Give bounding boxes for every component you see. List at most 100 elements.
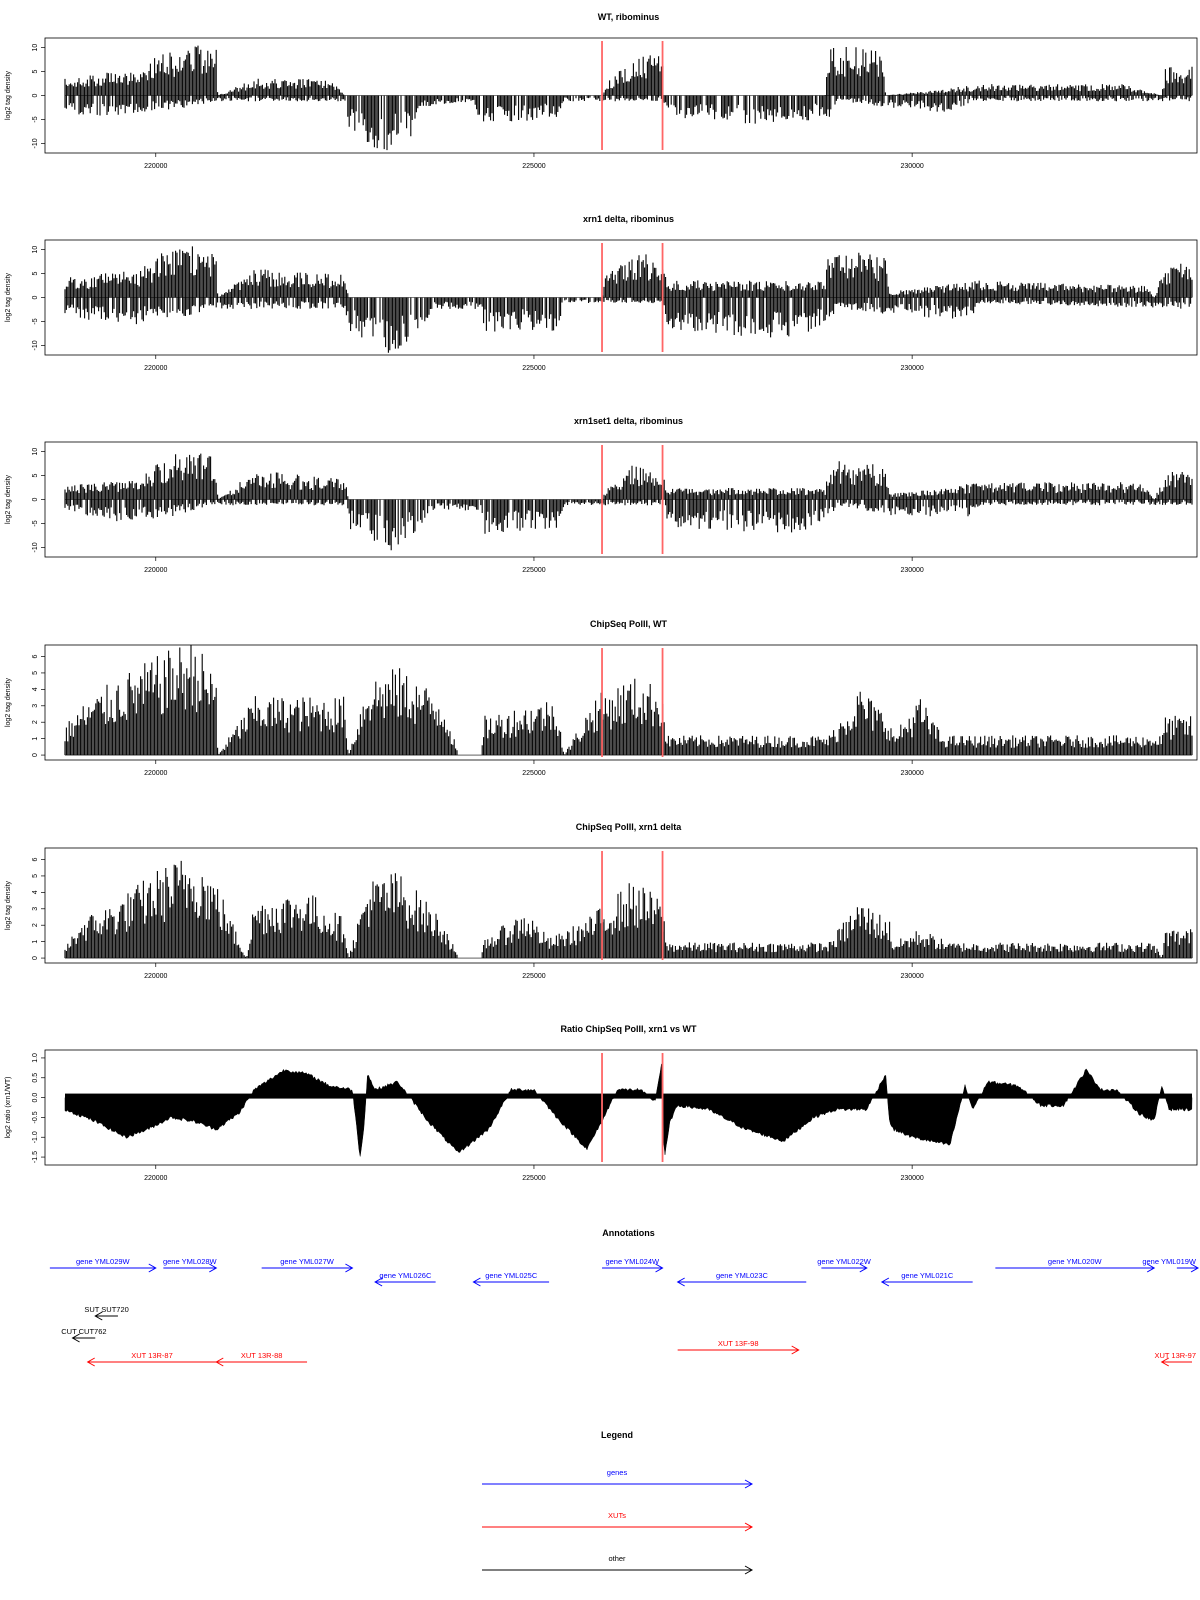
legend-arrow bbox=[482, 1565, 754, 1575]
annotation-arrow bbox=[602, 1263, 664, 1273]
arrow-left-icon bbox=[94, 1311, 103, 1321]
plot-frame bbox=[44, 644, 1198, 761]
annotation-other: CUT CUT762 bbox=[61, 1327, 107, 1343]
annotation-label: gene YML028W bbox=[163, 1257, 218, 1266]
y-tick-label: 0.0 bbox=[32, 1093, 39, 1103]
y-tick-label: 0 bbox=[32, 753, 39, 757]
y-axis-label: log2 tag density bbox=[5, 272, 12, 322]
legend-label: XUTs bbox=[608, 1511, 626, 1520]
arrow-left-icon bbox=[215, 1357, 224, 1367]
chart-title: xrn1 delta, ribominus bbox=[583, 214, 674, 224]
arrow-right-icon bbox=[1190, 1263, 1200, 1273]
annotations-title: Annotations bbox=[602, 1228, 655, 1238]
annotation-arrow bbox=[1176, 1263, 1200, 1273]
chart-panel-4: ChipSeq PolII, WT log2 tag density 0 1 2 3 4 5 6… bbox=[5, 619, 1198, 777]
chart-panel-2: xrn1 delta, ribominus log2 tag density -10… bbox=[5, 214, 1198, 372]
arrow-right-icon bbox=[209, 1263, 218, 1273]
legend-panel: Legend genes XUTs other bbox=[482, 1430, 754, 1575]
arrow-right-icon bbox=[345, 1263, 354, 1273]
arrow-left-icon bbox=[71, 1333, 80, 1343]
y-tick-label: -10 bbox=[32, 138, 39, 148]
y-tick-label: 5 bbox=[32, 473, 39, 477]
annotation-label: gene YML021C bbox=[901, 1271, 954, 1280]
arrow-left-icon bbox=[1160, 1357, 1169, 1367]
annotation-label: XUT 13R-88 bbox=[241, 1351, 283, 1360]
annotation-label: XUT 13F-98 bbox=[718, 1339, 759, 1348]
x-tick-label: 225000 bbox=[522, 1175, 545, 1182]
y-tick-label: 1 bbox=[32, 940, 39, 944]
annotation-xut: XUT 13F-98 bbox=[677, 1339, 800, 1355]
x-tick-label: 220000 bbox=[144, 1175, 167, 1182]
y-tick-label: 5 bbox=[32, 69, 39, 73]
annotation-gene: gene YML022W bbox=[817, 1257, 872, 1273]
arrow-right-icon bbox=[655, 1263, 664, 1273]
y-axis-label: log2 ratio (xrn1/WT) bbox=[5, 1077, 12, 1139]
signal-bars bbox=[64, 860, 1193, 959]
y-tick-label: 10 bbox=[32, 44, 39, 52]
x-tick-label: 230000 bbox=[900, 1175, 923, 1182]
plot-frame bbox=[44, 1049, 1198, 1166]
chart-title: ChipSeq PolII, xrn1 delta bbox=[576, 822, 683, 832]
x-tick-label: 230000 bbox=[900, 163, 923, 170]
x-tick-label: 220000 bbox=[144, 365, 167, 372]
y-tick-label: 3 bbox=[32, 907, 39, 911]
annotation-label: XUT 13R-87 bbox=[131, 1351, 173, 1360]
annotation-arrow bbox=[821, 1263, 868, 1273]
y-tick-label: -5 bbox=[32, 520, 39, 526]
legend-label: genes bbox=[607, 1468, 628, 1477]
arrow-right-icon bbox=[1146, 1263, 1156, 1273]
data-marks bbox=[64, 246, 1193, 353]
arrow-left-icon bbox=[86, 1357, 95, 1367]
y-tick-label: 1 bbox=[32, 737, 39, 741]
chart-panel-6: Ratio ChipSeq PolII, xrn1 vs WT log2 rati… bbox=[5, 1024, 1198, 1182]
annotation-arrow bbox=[374, 1277, 436, 1287]
signal-bars bbox=[64, 246, 1193, 353]
data-marks bbox=[64, 645, 1193, 756]
annotation-xut: XUT 13R-97 bbox=[1154, 1351, 1196, 1367]
x-tick-label: 225000 bbox=[522, 973, 545, 980]
y-tick-label: -1.5 bbox=[32, 1151, 39, 1163]
annotation-arrow bbox=[94, 1311, 118, 1321]
chart-panel-3: xrn1set1 delta, ribominus log2 tag densit… bbox=[5, 416, 1198, 574]
annotation-label: SUT SUT720 bbox=[84, 1305, 128, 1314]
y-tick-label: 5 bbox=[32, 874, 39, 878]
y-axis-label: log2 tag density bbox=[5, 880, 12, 930]
legend-item-xut: XUTs bbox=[482, 1511, 754, 1532]
legend-item-other: other bbox=[482, 1554, 754, 1575]
legend-arrow bbox=[482, 1522, 754, 1532]
data-marks bbox=[64, 1062, 1193, 1157]
arrow-right-icon bbox=[791, 1345, 800, 1355]
y-tick-label: 10 bbox=[32, 246, 39, 254]
annotation-gene: gene YML027W bbox=[261, 1257, 354, 1273]
annotation-arrow bbox=[86, 1357, 217, 1367]
x-tick-label: 230000 bbox=[900, 365, 923, 372]
arrow-right-icon bbox=[744, 1479, 754, 1489]
x-tick-label: 230000 bbox=[900, 770, 923, 777]
y-tick-label: 5 bbox=[32, 671, 39, 675]
annotation-arrow bbox=[677, 1345, 800, 1355]
legend-title: Legend bbox=[601, 1430, 633, 1440]
annotation-gene: gene YML025C bbox=[472, 1271, 550, 1287]
y-tick-label: 0 bbox=[32, 93, 39, 97]
y-tick-label: 0 bbox=[32, 956, 39, 960]
y-tick-label: -5 bbox=[32, 116, 39, 122]
x-tick-label: 220000 bbox=[144, 770, 167, 777]
x-tick-label: 220000 bbox=[144, 163, 167, 170]
legend-arrow bbox=[482, 1479, 754, 1489]
y-tick-label: 0 bbox=[32, 497, 39, 501]
x-tick-label: 225000 bbox=[522, 770, 545, 777]
arrow-right-icon bbox=[744, 1522, 754, 1532]
annotation-other: SUT SUT720 bbox=[84, 1305, 129, 1321]
annotation-label: gene YML022W bbox=[817, 1257, 872, 1266]
y-tick-label: 10 bbox=[32, 448, 39, 456]
chart-title: ChipSeq PolII, WT bbox=[590, 619, 667, 629]
annotation-label: gene YML027W bbox=[280, 1257, 335, 1266]
annotation-label: gene YML020W bbox=[1048, 1257, 1103, 1266]
y-tick-label: -5 bbox=[32, 318, 39, 324]
y-tick-label: -10 bbox=[32, 542, 39, 552]
annotation-label: gene YML026C bbox=[379, 1271, 432, 1280]
x-tick-label: 225000 bbox=[522, 567, 545, 574]
x-tick-label: 220000 bbox=[144, 567, 167, 574]
annotation-arrow bbox=[472, 1277, 550, 1287]
